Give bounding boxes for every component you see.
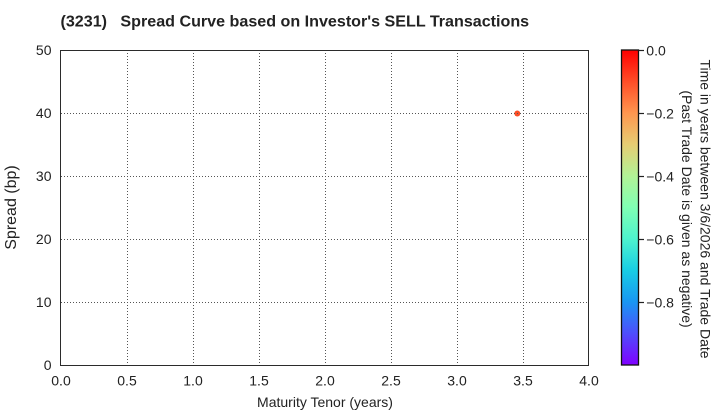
- svg-text:0: 0: [44, 357, 52, 373]
- svg-text:3.0: 3.0: [447, 373, 467, 389]
- svg-text:(Past Trade Date is given as n: (Past Trade Date is given as negative): [679, 90, 695, 327]
- svg-text:(3231) Spread Curve based on: (3231) Spread Curve based on Investor's …: [61, 13, 530, 31]
- svg-text:−0.8: −0.8: [646, 295, 674, 311]
- svg-text:0.5: 0.5: [117, 373, 137, 389]
- svg-text:1.5: 1.5: [249, 373, 269, 389]
- svg-text:3.5: 3.5: [513, 373, 533, 389]
- svg-text:Time in years between 3/6/2026: Time in years between 3/6/2026 and Trade…: [698, 59, 714, 358]
- svg-text:2.0: 2.0: [315, 373, 335, 389]
- svg-text:50: 50: [36, 42, 52, 58]
- svg-text:−0.6: −0.6: [646, 232, 674, 248]
- svg-text:0.0: 0.0: [646, 43, 666, 59]
- svg-text:1.0: 1.0: [183, 373, 203, 389]
- svg-text:Maturity Tenor (years): Maturity Tenor (years): [257, 394, 393, 410]
- svg-text:40: 40: [36, 105, 52, 121]
- svg-text:−0.2: −0.2: [646, 106, 674, 122]
- svg-text:4.0: 4.0: [579, 373, 599, 389]
- svg-text:30: 30: [36, 168, 52, 184]
- svg-text:10: 10: [36, 294, 52, 310]
- svg-text:Spread (bp): Spread (bp): [3, 165, 20, 250]
- svg-text:0.0: 0.0: [51, 373, 71, 389]
- svg-text:20: 20: [36, 231, 52, 247]
- svg-text:2.5: 2.5: [381, 373, 401, 389]
- svg-text:−0.4: −0.4: [646, 169, 674, 185]
